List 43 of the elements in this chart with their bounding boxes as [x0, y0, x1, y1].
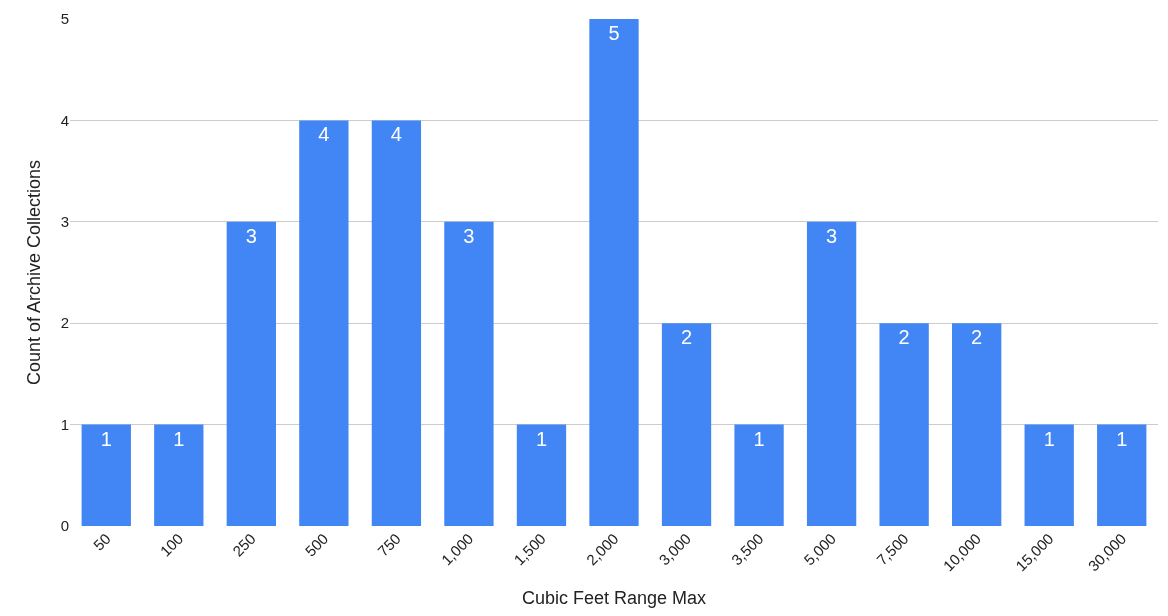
data-label: 2	[898, 326, 910, 349]
data-label: 1	[173, 427, 185, 450]
x-axis-title: Cubic Feet Range Max	[521, 588, 707, 609]
data-label: 2	[680, 326, 693, 349]
bar	[1024, 424, 1074, 526]
data-label: 3	[245, 224, 257, 247]
x-tick-label: 750	[374, 529, 404, 560]
bar	[444, 221, 494, 526]
data-label: 2	[971, 326, 983, 349]
bar	[226, 221, 276, 526]
bar	[952, 323, 1002, 526]
data-label: 4	[390, 123, 402, 146]
y-tick-label: 3	[60, 213, 69, 231]
x-tick-label: 100	[156, 529, 187, 560]
bar	[734, 424, 784, 526]
data-label: 1	[753, 427, 765, 450]
x-tick-label: 250	[229, 529, 259, 560]
y-tick-label: 0	[60, 517, 69, 535]
bar	[299, 120, 349, 526]
bar	[81, 424, 131, 526]
data-label: 3	[826, 224, 838, 247]
data-label: 3	[463, 224, 475, 247]
data-label: 1	[1116, 427, 1128, 450]
bar	[589, 19, 639, 526]
y-tick-label: 4	[60, 111, 69, 129]
bar	[154, 424, 204, 526]
bar	[806, 221, 857, 526]
y-axis-title: Count of Archive Collections	[23, 159, 44, 386]
data-label: 1	[535, 427, 548, 450]
y-tick-label: 2	[60, 314, 69, 332]
bar	[661, 323, 712, 526]
bar	[516, 424, 567, 526]
data-label: 4	[318, 123, 330, 146]
y-tick-label: 1	[60, 415, 69, 433]
bar	[371, 120, 422, 526]
data-label: 1	[1043, 427, 1055, 450]
x-tick-label: 500	[301, 529, 332, 560]
data-label: 1	[100, 427, 112, 450]
data-label: 5	[608, 22, 620, 44]
y-tick-label: 5	[60, 10, 69, 28]
bar	[1097, 424, 1147, 526]
bar	[879, 323, 929, 526]
x-tick-label: 50	[89, 529, 114, 554]
